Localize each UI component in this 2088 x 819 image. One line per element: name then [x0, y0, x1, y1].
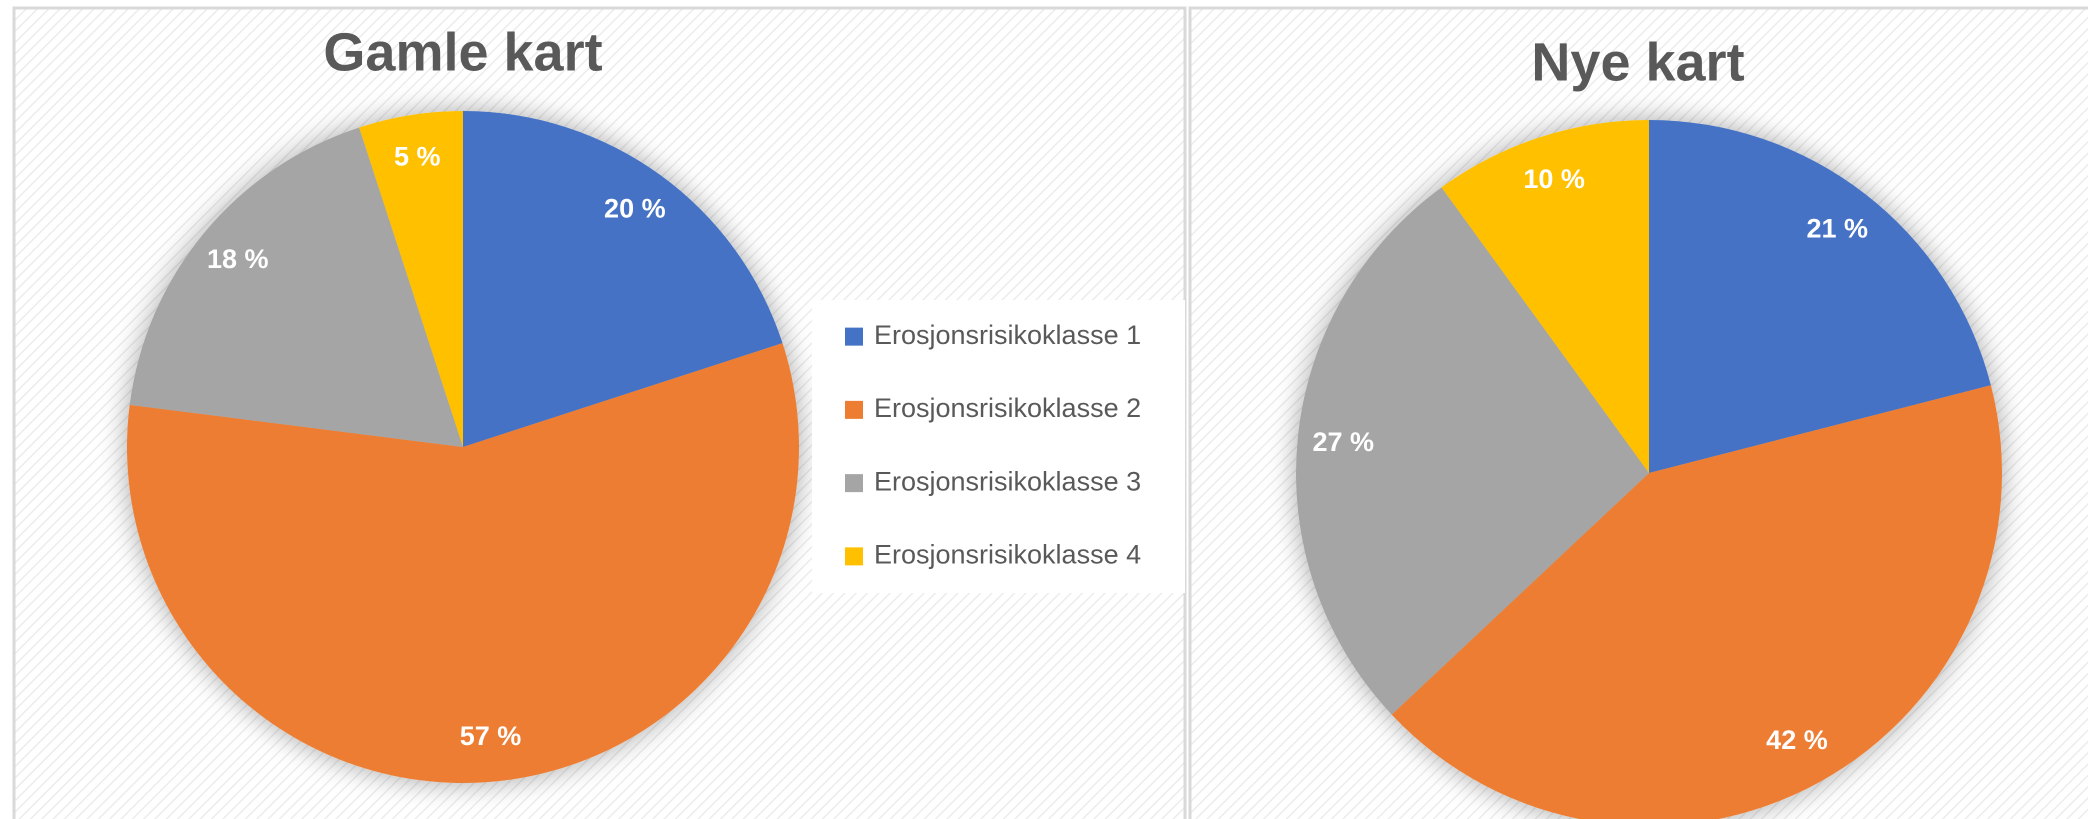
pie-slice — [463, 111, 783, 447]
pie-slice — [129, 127, 463, 447]
pie-slice — [1649, 120, 1991, 473]
data-label: 21 % — [1806, 213, 1868, 243]
legend-label: Erosjonsrisikoklasse 3 — [874, 466, 1141, 496]
data-label: 18 % — [207, 244, 269, 274]
data-label: 57 % — [460, 721, 522, 751]
legend — [812, 300, 1185, 593]
pie-slice — [1391, 385, 2002, 819]
data-label: 27 % — [1312, 427, 1374, 457]
legend-swatch — [845, 327, 863, 346]
legend-label: Erosjonsrisikoklasse 2 — [874, 393, 1141, 423]
pie-slice — [1296, 187, 1649, 715]
legend-swatch — [845, 547, 863, 566]
data-label: 20 % — [604, 194, 666, 224]
data-label: 10 % — [1523, 164, 1585, 194]
data-label: 42 % — [1766, 725, 1828, 755]
data-label: 5 % — [394, 141, 441, 171]
chart-title: Gamle kart — [323, 22, 602, 82]
legend-swatch — [845, 400, 863, 419]
chart-title: Nye kart — [1531, 32, 1744, 92]
legend-label: Erosjonsrisikoklasse 1 — [874, 320, 1141, 350]
legend-label: Erosjonsrisikoklasse 4 — [874, 540, 1141, 570]
pie-slice — [359, 111, 463, 447]
pie — [127, 111, 800, 783]
pie — [1296, 120, 2002, 819]
legend-swatch — [845, 474, 863, 493]
pie-slice — [1441, 120, 1649, 473]
pie-slice — [127, 343, 800, 783]
